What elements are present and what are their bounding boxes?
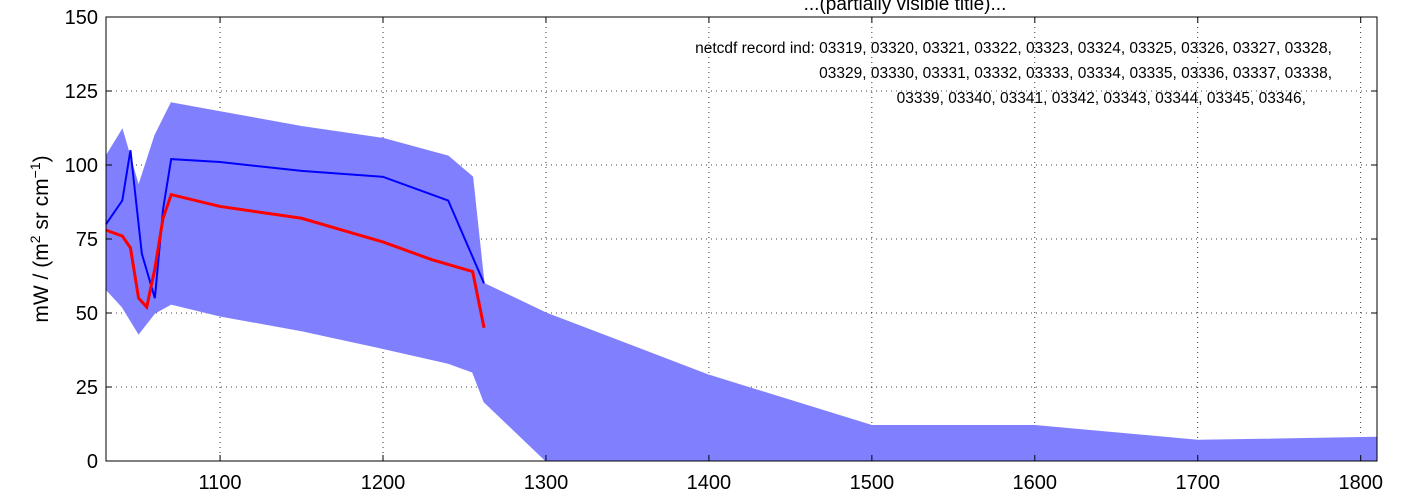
series-envelope: [105, 102, 1378, 462]
ylabel-main: mW / (m: [30, 243, 53, 322]
x-tick-label: 1600: [1013, 472, 1058, 494]
ylabel-sup2: −1: [27, 162, 43, 178]
ylabel-sup1: 2: [27, 235, 43, 243]
annotation-line-2: 03329, 03330, 03331, 03332, 03333, 03334…: [819, 65, 1332, 82]
y-axis: 0 25 50 75 100 125 150: [65, 7, 1377, 473]
x-axis: 1100 1200 1300 1400 1500 1600 1700 1800: [199, 17, 1383, 494]
y-tick-label: 25: [76, 377, 98, 399]
chart-title-fragment: ...(partially visible title)...: [804, 0, 1007, 15]
y-tick-label: 125: [65, 81, 98, 103]
x-tick-label: 1400: [687, 472, 732, 494]
annotation-line-3: 03339, 03340, 03341, 03342, 03343, 03344…: [897, 90, 1306, 107]
plot-area: [105, 102, 1378, 462]
y-tick-label: 100: [65, 155, 98, 177]
annotation-line-1: netcdf record ind: 03319, 03320, 03321, …: [695, 40, 1332, 57]
x-tick-label: 1500: [850, 472, 895, 494]
x-tick-label: 1100: [199, 472, 242, 494]
y-axis-label: mW / (m2 sr cm−1): [27, 155, 53, 322]
x-tick-label: 1700: [1176, 472, 1221, 494]
series-blue: [105, 150, 485, 299]
ylabel-mid: sr cm: [30, 178, 53, 235]
x-tick-label: 1200: [361, 472, 406, 494]
annotation: netcdf record ind: 03319, 03320, 03321, …: [695, 40, 1332, 107]
y-tick-label: 75: [76, 229, 98, 251]
y-tick-label: 50: [76, 303, 98, 325]
y-tick-label: 0: [87, 451, 98, 473]
ylabel-end: ): [30, 155, 53, 162]
x-tick-label: 1800: [1338, 472, 1383, 494]
series-red: [105, 192, 486, 329]
y-tick-label: 150: [65, 7, 98, 29]
x-tick-label: 1300: [524, 472, 569, 494]
